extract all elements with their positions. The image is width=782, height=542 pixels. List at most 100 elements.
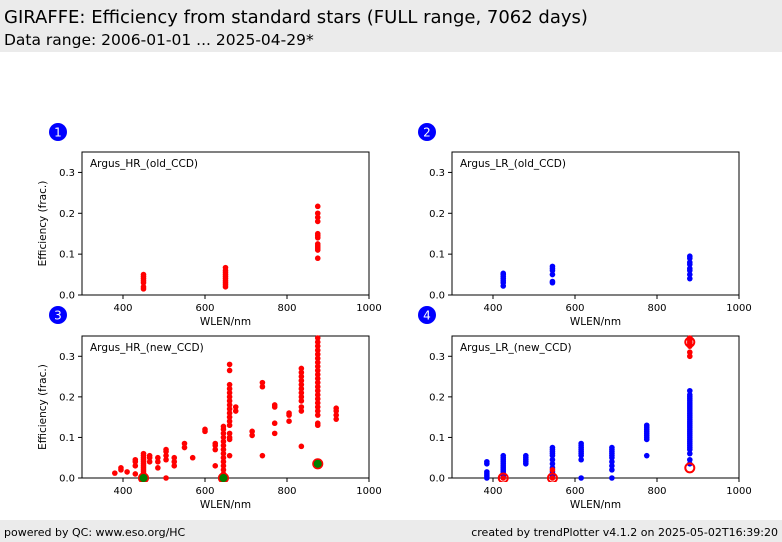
data-point: [500, 452, 507, 459]
data-point: [314, 255, 321, 262]
data-point: [140, 284, 147, 290]
data-point: [484, 458, 490, 465]
data-point: [314, 359, 321, 366]
data-point: [687, 253, 693, 259]
data-point: [226, 390, 233, 396]
x-tick-label: 800: [647, 303, 666, 314]
data-point: [226, 422, 233, 429]
data-point: [298, 369, 305, 376]
data-point: [314, 339, 321, 345]
data-point: [132, 456, 139, 463]
chart-panel-1: 1 400 600 800 1000 0.0 0.1 0.2 0.3 WLEN/nm Efficie…: [37, 123, 382, 328]
y-tick-label: 0.3: [429, 352, 445, 363]
data-point: [609, 458, 615, 465]
data-point: [220, 438, 227, 445]
panel-number-badge: [418, 306, 436, 324]
x-axis-label: WLEN/nm: [570, 499, 621, 511]
y-axis-label: Efficiency (frac.): [37, 364, 49, 450]
data-point: [140, 450, 147, 457]
y-tick-label: 0.0: [429, 291, 445, 302]
data-point: [549, 475, 556, 481]
data-point: [314, 214, 321, 221]
data-point: [687, 456, 693, 463]
y-tick-label: 0.3: [59, 352, 75, 363]
data-point: [314, 400, 321, 406]
x-tick-label: 600: [565, 303, 584, 314]
data-points: [484, 335, 696, 482]
data-point: [146, 458, 153, 465]
data-point: [500, 475, 507, 481]
data-point: [226, 452, 233, 459]
data-point: [549, 456, 556, 463]
data-point: [220, 463, 227, 469]
x-tick-label: 600: [195, 486, 214, 497]
panel-number-badge: [418, 123, 436, 141]
data-points: [500, 253, 693, 289]
data-point: [220, 423, 227, 430]
data-point: [226, 385, 233, 392]
chart-panel-2: 2 400 600 800 1000 0.0 0.1 0.2 0.3 WLEN/nm Argus_L…: [418, 123, 752, 328]
x-tick-label: 400: [113, 303, 132, 314]
data-point: [549, 467, 556, 473]
y-tick-label: 0.0: [59, 291, 75, 302]
page-title: GIRAFFE: Efficiency from standard stars …: [4, 7, 588, 28]
y-tick-label: 0.0: [429, 474, 445, 485]
data-point: [226, 381, 233, 388]
x-tick-label: 800: [277, 486, 296, 497]
x-tick-label: 400: [483, 486, 502, 497]
y-tick-label: 0.3: [429, 168, 445, 179]
data-point: [298, 398, 305, 404]
y-tick-label: 0.2: [429, 392, 445, 403]
data-point: [226, 430, 233, 437]
data-point: [226, 410, 233, 416]
panel-label: Argus_HR_(old_CCD): [90, 158, 198, 170]
data-point: [259, 452, 266, 459]
data-point: [609, 444, 615, 451]
data-point: [226, 414, 233, 420]
reference-marker: [684, 462, 696, 474]
data-point: [549, 263, 556, 270]
data-point: [687, 349, 693, 356]
data-point: [226, 434, 233, 441]
chart-panel-4: 4 400 600 800 1000 0.0 0.1 0.2 0.3 WLEN/nm Argus_L…: [418, 306, 752, 511]
data-point: [155, 454, 161, 461]
data-point: [298, 394, 305, 400]
reference-marker: [137, 472, 150, 482]
data-point: [314, 241, 321, 247]
data-point: [112, 470, 118, 476]
data-point: [314, 203, 321, 210]
reference-marker: [497, 472, 509, 482]
y-tick-label: 0.0: [59, 474, 75, 485]
plot-frame: [451, 151, 740, 296]
data-point: [226, 418, 233, 425]
data-point: [171, 454, 178, 461]
data-point: [232, 404, 239, 410]
data-point: [314, 408, 321, 414]
data-point: [298, 408, 305, 414]
data-point: [314, 387, 321, 394]
reference-marker: [684, 336, 696, 348]
data-point: [212, 440, 219, 447]
data-point: [687, 275, 693, 282]
panel-number-badge: [49, 306, 67, 324]
y-tick-label: 0.2: [59, 392, 75, 403]
data-point: [259, 379, 266, 386]
data-point: [484, 469, 490, 475]
y-tick-label: 0.2: [59, 209, 75, 220]
data-point: [146, 452, 153, 459]
data-point: [220, 430, 227, 437]
data-point: [549, 271, 556, 278]
plot-frame: [451, 335, 740, 479]
data-point: [298, 385, 305, 392]
data-point: [249, 432, 255, 439]
data-point: [163, 475, 169, 481]
data-point: [124, 469, 130, 475]
panel-label: Argus_HR_(new_CCD): [90, 342, 204, 354]
x-axis-label: WLEN/nm: [570, 316, 621, 328]
data-point: [549, 461, 556, 467]
data-point: [609, 463, 615, 469]
data-point: [163, 452, 169, 459]
reference-marker: [217, 472, 229, 482]
data-point: [140, 271, 147, 278]
data-point: [314, 375, 321, 382]
